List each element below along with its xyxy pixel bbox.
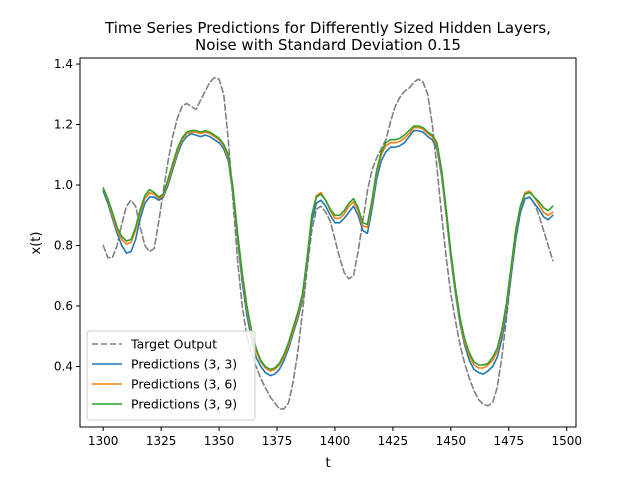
y-tick-label: 0.6 bbox=[54, 299, 73, 313]
chart-title-line-2: Noise with Standard Deviation 0.15 bbox=[195, 36, 461, 54]
plot-area bbox=[102, 76, 554, 410]
series-line-2 bbox=[102, 129, 554, 377]
x-axis-label: t bbox=[325, 456, 330, 471]
plot-frame bbox=[79, 57, 577, 428]
chart-title-line-1: Time Series Predictions for Differently … bbox=[104, 19, 551, 37]
x-tick-label: 1500 bbox=[551, 434, 582, 448]
x-tick-label: 1400 bbox=[320, 434, 351, 448]
legend-label: Predictions (3, 6) bbox=[131, 377, 237, 392]
y-axis: 0.4 0.6 0.8 1.0 1.2 1.4 bbox=[54, 57, 80, 374]
legend-box bbox=[86, 330, 256, 421]
y-tick-label: 1.4 bbox=[54, 57, 73, 71]
y-tick-label: 1.0 bbox=[54, 178, 73, 192]
legend-label: Predictions (3, 3) bbox=[131, 357, 237, 372]
x-tick-label: 1450 bbox=[436, 434, 467, 448]
x-tick-label: 1300 bbox=[88, 434, 119, 448]
y-tick-label: 0.8 bbox=[54, 239, 73, 253]
x-tick-label: 1350 bbox=[204, 434, 235, 448]
legend-label: Target Output bbox=[130, 337, 217, 352]
y-tick-label: 1.2 bbox=[54, 118, 73, 132]
x-tick-label: 1425 bbox=[378, 434, 409, 448]
x-tick-label: 1375 bbox=[262, 434, 293, 448]
x-tick-label: 1475 bbox=[494, 434, 525, 448]
x-tick-label: 1325 bbox=[146, 434, 177, 448]
series-line-4 bbox=[102, 125, 554, 371]
legend-label: Predictions (3, 9) bbox=[131, 397, 237, 412]
y-axis-label: x(t) bbox=[29, 232, 44, 255]
y-tick-label: 0.4 bbox=[54, 360, 73, 374]
legend: Target Output Predictions (3, 3) Predictio… bbox=[86, 330, 256, 421]
series-line-1 bbox=[102, 76, 554, 410]
x-axis: 1300 1325 1350 1375 1400 1425 1450 1475 1500 bbox=[88, 427, 582, 448]
